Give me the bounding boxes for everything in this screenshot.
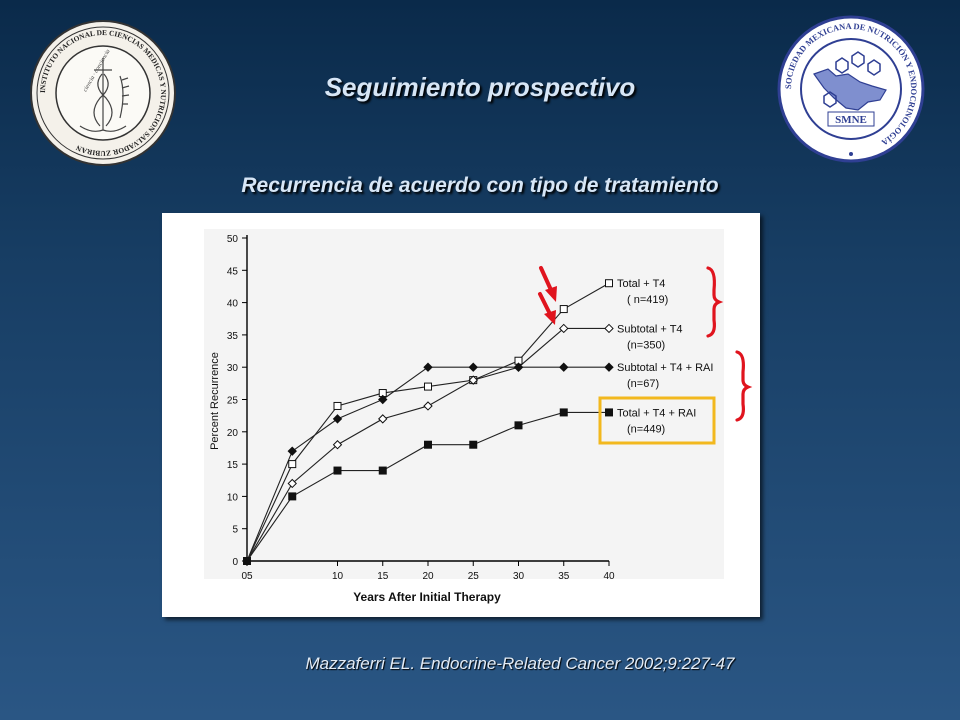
series-label-3: Subtotal + T4 + RAI [617,362,713,374]
x-tick-label: 30 [513,571,525,582]
data-point-s3-p8 [559,362,569,372]
y-tick-label: 25 [227,396,239,407]
data-point-s3-p6 [468,362,478,372]
data-point-s3-p7 [513,362,524,372]
data-point-s4-p7 [514,421,523,430]
data-point-s3-p9 [604,362,614,372]
series-n-label-2: (n=350) [627,339,665,351]
institute-seal-logo: INSTITUTO NACIONAL DE CIENCIAS MEDICAS Y… [28,18,178,168]
data-point-s1-p3 [333,401,342,410]
series-label-2: Subtotal + T4 [617,323,683,335]
data-point-s2-p2 [287,478,297,489]
data-point-s1-p9 [605,279,613,288]
x-tick-label: 15 [377,571,389,582]
x-axis-label: Years After Initial Therapy [353,590,501,604]
data-point-s4-p1 [243,557,251,565]
data-point-s4-p6 [469,440,478,449]
data-point-s1-p5 [424,382,432,391]
y-axis-ticks: 0 5 10 15 20 25 30 35 40 45 50 [227,234,247,568]
data-point-s4-p9 [605,408,613,417]
slide-title: Seguimiento prospectivo [324,72,636,102]
series-label-1: Total + T4 [617,278,665,290]
series-markers [242,279,614,566]
series-n-label-4: (n=449) [627,423,665,435]
x-tick-label: 35 [558,571,570,582]
data-point-s2-p3 [332,440,343,450]
series-label-4: Total + T4 + RAI [617,407,696,419]
slide-subtitle: Recurrencia de acuerdo con tipo de trata… [241,174,719,197]
y-tick-label: 20 [227,428,239,439]
data-point-s4-p2 [288,492,297,501]
y-tick-label: 10 [227,492,239,503]
data-point-s4-p4 [378,466,387,475]
data-point-s2-p9 [604,323,614,334]
series-n-label-3: (n=67) [627,378,659,390]
y-tick-label: 45 [227,266,239,277]
data-point-s1-p8 [559,305,568,314]
data-point-s4-p5 [424,440,432,449]
y-tick-label: 35 [227,331,239,342]
y-tick-label: 0 [232,557,238,568]
data-point-s2-p6 [468,375,478,385]
citation: Mazzaferri EL. Endocrine-Related Cancer … [305,654,735,673]
y-axis-label: Percent Recurrence [209,352,221,450]
data-point-s4-p8 [559,408,568,417]
x-tick-label: 05 [241,571,253,582]
smne-society-logo: SOCIEDAD MEXICANA DE NUTRICIÓN Y ENDOCRI… [776,14,926,164]
data-point-s3-p2 [287,446,297,456]
x-tick-label: 20 [422,571,434,582]
x-axis-ticks: 05 10 15 20 25 30 35 40 [241,561,615,582]
smne-acronym: SMNE [835,114,867,126]
y-tick-label: 15 [227,460,239,471]
x-tick-label: 25 [468,571,480,582]
data-point-s3-p5 [423,362,433,372]
data-point-s4-p3 [333,466,342,475]
data-point-s3-p3 [332,414,343,424]
y-tick-label: 40 [227,299,239,310]
data-point-s1-p2 [288,460,297,469]
y-tick-label: 5 [232,525,238,536]
series-n-label-1: ( n=419) [627,294,668,306]
recurrence-chart: 0 5 10 15 20 25 30 35 40 45 50 05 10 15 20 25 30 35 40 To… [162,213,760,617]
y-tick-label: 50 [227,234,239,245]
data-point-s2-p8 [559,323,569,334]
data-point-s3-p4 [378,394,388,405]
data-point-s2-p4 [378,414,388,424]
x-tick-label: 10 [332,571,344,582]
x-tick-label: 40 [603,571,615,582]
y-tick-label: 30 [227,363,239,374]
data-point-s2-p5 [423,401,433,411]
